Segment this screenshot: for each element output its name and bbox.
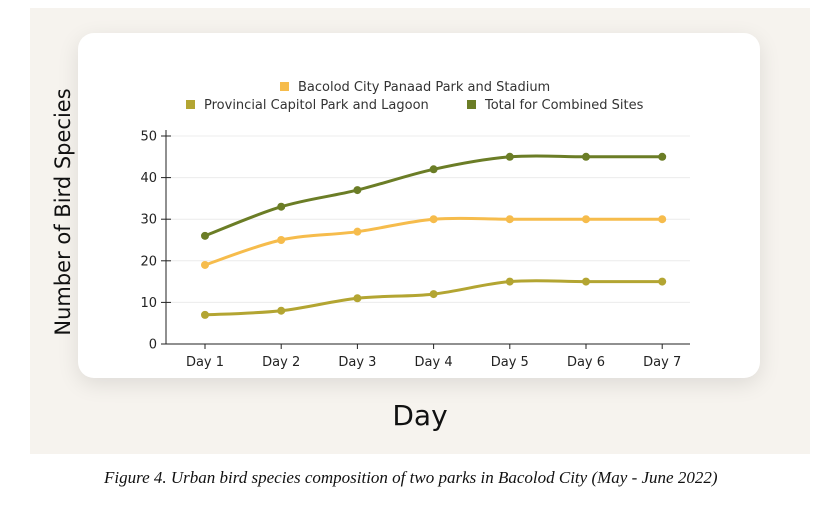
series-2-point-4 <box>505 152 514 161</box>
series-1-point-0 <box>201 310 209 319</box>
y-tick-label-1: 10 <box>140 296 157 311</box>
series-0-point-3 <box>429 215 438 224</box>
legend-item-capitol: Provincial Capitol Park and Lagoon <box>186 98 429 113</box>
series-2-point-6 <box>658 152 667 161</box>
x-tick-label-0: Day 1 <box>186 355 224 370</box>
series-2-point-2 <box>353 186 362 195</box>
series-1-point-6 <box>658 277 667 286</box>
series-2-point-5 <box>582 152 590 161</box>
series-0-point-6 <box>658 215 667 224</box>
series-2-point-0 <box>201 231 209 240</box>
series-0-point-5 <box>582 215 590 224</box>
series-0-point-0 <box>201 260 209 269</box>
x-tick-label-4: Day 5 <box>491 355 529 370</box>
axes <box>165 130 690 345</box>
series-line-0 <box>203 216 664 267</box>
legend-swatch-capitol <box>186 100 195 109</box>
series-2-point-1 <box>277 202 286 211</box>
y-axis-label: Number of Bird Species <box>51 88 75 335</box>
y-tick-label-4: 40 <box>140 171 157 186</box>
y-tick-label-5: 50 <box>140 130 157 145</box>
series-points <box>201 152 667 319</box>
series-0-point-1 <box>277 236 286 244</box>
y-tick-label-2: 20 <box>140 254 157 269</box>
series-1-point-1 <box>277 306 286 315</box>
figure-caption: Figure 4. Urban bird species composition… <box>104 468 718 487</box>
legend-item-panaad: Bacolod City Panaad Park and Stadium <box>280 80 550 95</box>
x-tick-label-6: Day 7 <box>643 355 681 370</box>
x-ticks: Day 1 Day 2 Day 3 Day 4 Day 5 Day 6 Day 7 <box>186 344 681 370</box>
y-ticks: 0 10 20 30 40 50 <box>140 130 171 353</box>
legend-label-panaad: Bacolod City Panaad Park and Stadium <box>298 80 551 95</box>
y-tick-label-3: 30 <box>140 213 157 228</box>
series-2-point-3 <box>429 165 438 174</box>
legend-label-total: Total for Combined Sites <box>485 98 644 113</box>
legend-swatch-total <box>467 100 476 109</box>
x-tick-label-1: Day 2 <box>262 355 300 370</box>
series-0-point-4 <box>505 215 514 224</box>
x-tick-label-2: Day 3 <box>338 355 376 370</box>
legend-label-capitol: Provincial Capitol Park and Lagoon <box>204 98 429 113</box>
x-axis-label: Day <box>392 399 447 432</box>
legend-item-total: Total for Combined Sites <box>467 98 643 113</box>
series-1-point-5 <box>582 277 590 286</box>
series-0-point-2 <box>353 227 362 236</box>
x-tick-label-3: Day 4 <box>415 355 453 370</box>
series-1-point-2 <box>353 294 362 303</box>
y-tick-label-0: 0 <box>149 338 157 353</box>
x-tick-label-5: Day 6 <box>567 355 605 370</box>
series-1-point-3 <box>429 290 438 299</box>
chart-card <box>78 33 760 378</box>
legend-swatch-panaad <box>280 82 289 91</box>
series-1-point-4 <box>505 277 514 286</box>
